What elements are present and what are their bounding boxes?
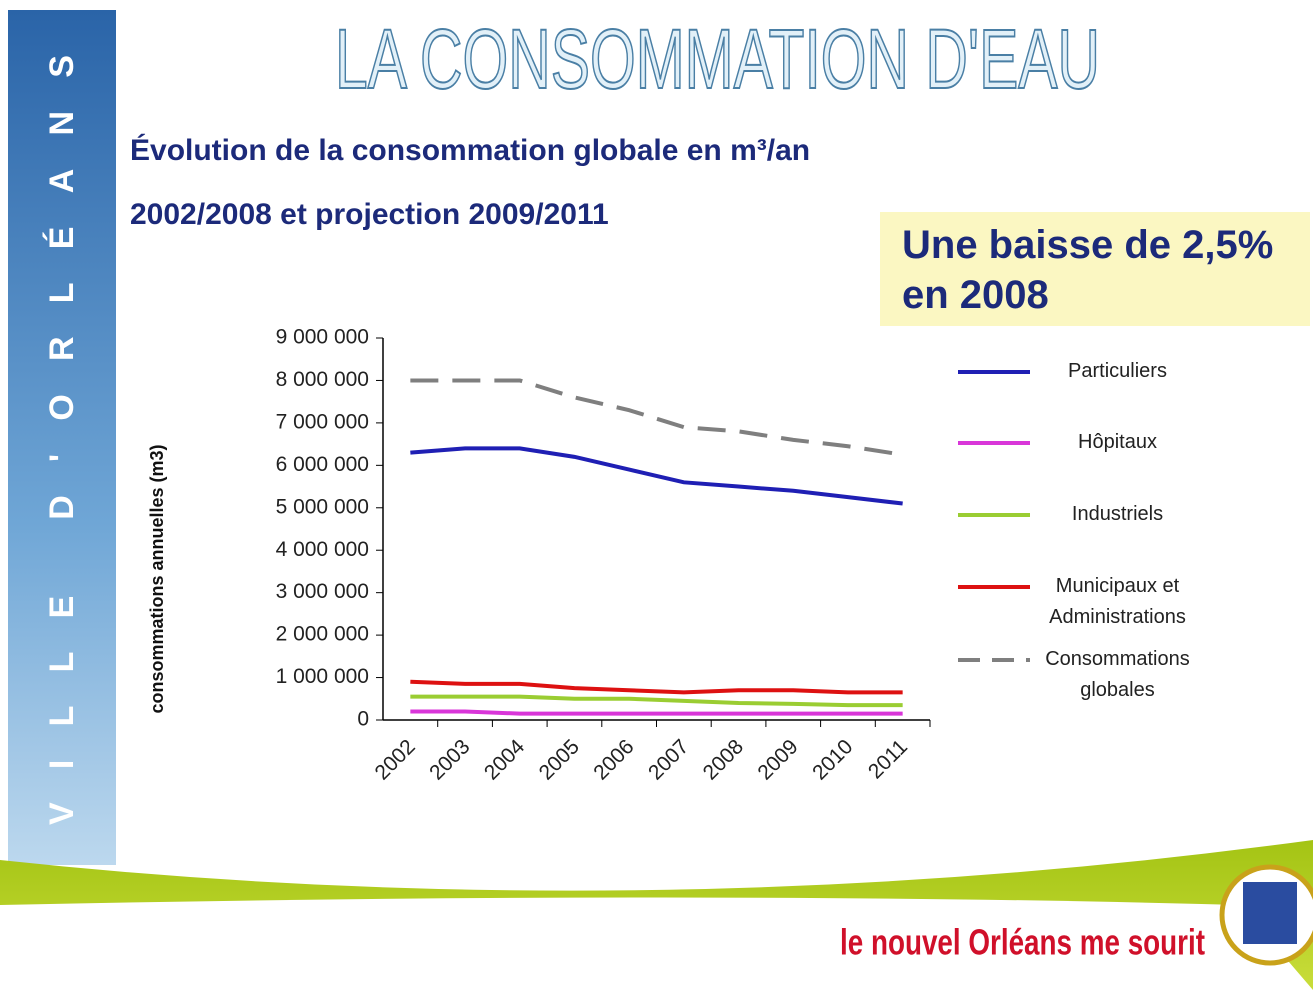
subtitle: 2002/2008 et projection 2009/2011 [130,198,609,231]
logo-shield [1243,882,1297,944]
series-line [410,694,903,708]
subtitle: Évolution de la consommation globale en … [130,133,810,167]
sidebar-band [8,10,116,865]
series-line [410,679,903,695]
legend-label: Hôpitaux [1078,431,1157,453]
x-tick-label: 2010 [808,735,857,784]
y-axis-label: consommations annuelles (m3) [147,444,167,713]
x-tick-label: 2009 [753,735,802,784]
legend-label: Industriels [1071,503,1164,525]
footer-wave [0,897,1313,990]
series-line [410,709,903,716]
y-tick-label: 6 000 000 [276,453,369,476]
x-tick-label: 2011 [864,735,912,783]
x-tick-label: 2002 [371,735,420,784]
callout: Une baisse de 2,5% en 2008 [880,212,1310,326]
y-tick-label: 5 000 000 [276,495,369,518]
x-tick-label: 2008 [699,735,748,784]
y-tick-label: 2 000 000 [276,623,369,646]
y-tick-label: 4 000 000 [276,538,369,561]
y-tick-label: 1 000 000 [276,665,369,688]
y-tick-label: 7 000 000 [276,410,369,433]
y-tick-label: 8 000 000 [276,368,369,391]
legend-label: Consommations globales [1045,648,1190,701]
x-tick-label: 2003 [425,735,474,784]
y-tick-label: 0 [357,708,369,731]
series-line [410,378,903,457]
x-tick-label: 2005 [535,735,584,784]
footer-slogan: le nouvel Orléans me sourit [840,922,1205,963]
y-tick-label: 9 000 000 [276,326,369,349]
legend-label: Municipaux et Administrations [1049,575,1186,628]
y-tick-label: 3 000 000 [276,580,369,603]
x-tick-label: 2004 [480,735,530,785]
x-tick-label: 2006 [589,735,638,784]
slide-title: LA CONSOMMATION D'EAU [335,12,1100,106]
series-line [410,446,903,506]
legend-label: Particuliers [1068,360,1167,382]
x-tick-label: 2007 [644,735,693,784]
